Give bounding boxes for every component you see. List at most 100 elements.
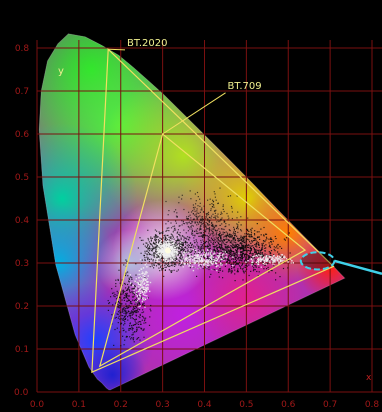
scatter-point	[137, 311, 139, 313]
scatter-point	[260, 252, 262, 254]
scatter-point	[230, 272, 232, 274]
scatter-point	[116, 294, 118, 296]
scatter-point	[125, 273, 127, 275]
x-tick-label: 0.4	[197, 400, 212, 410]
scatter-point	[187, 246, 190, 248]
scatter-point	[227, 215, 229, 217]
scatter-point	[165, 223, 167, 225]
scatter-point	[208, 236, 210, 238]
scatter-point	[215, 245, 218, 247]
scatter-point	[171, 247, 173, 250]
scatter-point	[241, 263, 243, 265]
scatter-point	[260, 249, 262, 251]
scatter-point	[139, 314, 141, 317]
scatter-point	[275, 272, 277, 274]
scatter-point	[208, 221, 210, 223]
scatter-point	[230, 251, 232, 253]
scatter-point	[204, 242, 206, 244]
scatter-point	[186, 223, 188, 225]
scatter-point	[213, 250, 215, 252]
scatter-point	[153, 256, 155, 258]
scatter-point	[195, 251, 197, 254]
scatter-point	[220, 262, 222, 264]
scatter-point	[252, 265, 254, 267]
scatter-point	[259, 238, 261, 240]
scatter-point	[234, 261, 236, 263]
scatter-point	[133, 291, 135, 294]
scatter-point	[154, 235, 156, 237]
scatter-point	[183, 249, 185, 251]
scatter-point	[142, 316, 144, 318]
scatter-point	[123, 344, 125, 346]
scatter-point	[175, 209, 177, 211]
scatter-point	[117, 322, 119, 324]
scatter-point	[219, 259, 221, 261]
scatter-point	[245, 240, 247, 242]
scatter-point	[122, 335, 124, 337]
scatter-point	[213, 216, 215, 219]
scatter-point	[261, 245, 263, 247]
scatter-point	[186, 251, 188, 254]
scatter-point	[222, 231, 224, 233]
scatter-point	[135, 330, 138, 333]
scatter-point	[115, 302, 117, 305]
scatter-point	[254, 250, 256, 252]
scatter-point	[139, 282, 141, 284]
scatter-point	[180, 254, 182, 256]
scatter-point	[278, 262, 280, 264]
scatter-point	[186, 245, 188, 247]
scatter-point	[202, 263, 205, 265]
scatter-point	[166, 240, 169, 243]
scatter-point	[257, 275, 259, 277]
scatter-point	[167, 264, 169, 267]
scatter-point	[231, 271, 233, 273]
scatter-point	[244, 245, 246, 247]
scatter-point	[204, 241, 206, 244]
scatter-point	[228, 239, 230, 241]
scatter-point	[118, 315, 120, 317]
scatter-point	[155, 239, 158, 241]
scatter-point	[135, 263, 137, 265]
scatter-point	[120, 318, 122, 320]
scatter-point	[127, 275, 129, 277]
scatter-point	[249, 245, 251, 247]
scatter-point	[180, 252, 182, 254]
scatter-point	[169, 245, 171, 247]
scatter-point	[255, 255, 257, 257]
scatter-point	[273, 248, 275, 250]
scatter-point	[157, 236, 159, 238]
scatter-point	[245, 245, 247, 247]
scatter-point	[162, 237, 164, 239]
scatter-point	[223, 254, 225, 256]
scatter-point	[190, 225, 192, 228]
scatter-point	[127, 297, 129, 300]
scatter-point	[266, 268, 268, 270]
scatter-point	[224, 235, 226, 237]
scatter-point	[196, 256, 199, 258]
scatter-point	[257, 262, 259, 264]
scatter-point	[139, 297, 142, 299]
scatter-point	[172, 251, 174, 254]
scatter-point	[163, 275, 165, 277]
scatter-point	[126, 300, 128, 302]
y-tick-label: 0.0	[14, 388, 29, 398]
scatter-point	[246, 249, 248, 251]
scatter-point	[195, 213, 197, 215]
scatter-point	[253, 239, 256, 241]
scatter-point	[240, 267, 242, 270]
scatter-point	[139, 303, 141, 305]
scatter-point	[142, 288, 144, 290]
scatter-point	[206, 267, 208, 269]
scatter-point	[198, 261, 200, 263]
scatter-point	[158, 256, 160, 258]
scatter-point	[159, 253, 161, 255]
scatter-point	[219, 260, 222, 262]
scatter-point	[248, 274, 250, 277]
scatter-point	[199, 258, 201, 260]
scatter-point	[159, 254, 162, 256]
scatter-point	[137, 290, 140, 293]
scatter-point	[181, 260, 183, 262]
scatter-point	[174, 265, 176, 267]
scatter-point	[176, 240, 178, 242]
scatter-point	[148, 247, 150, 250]
